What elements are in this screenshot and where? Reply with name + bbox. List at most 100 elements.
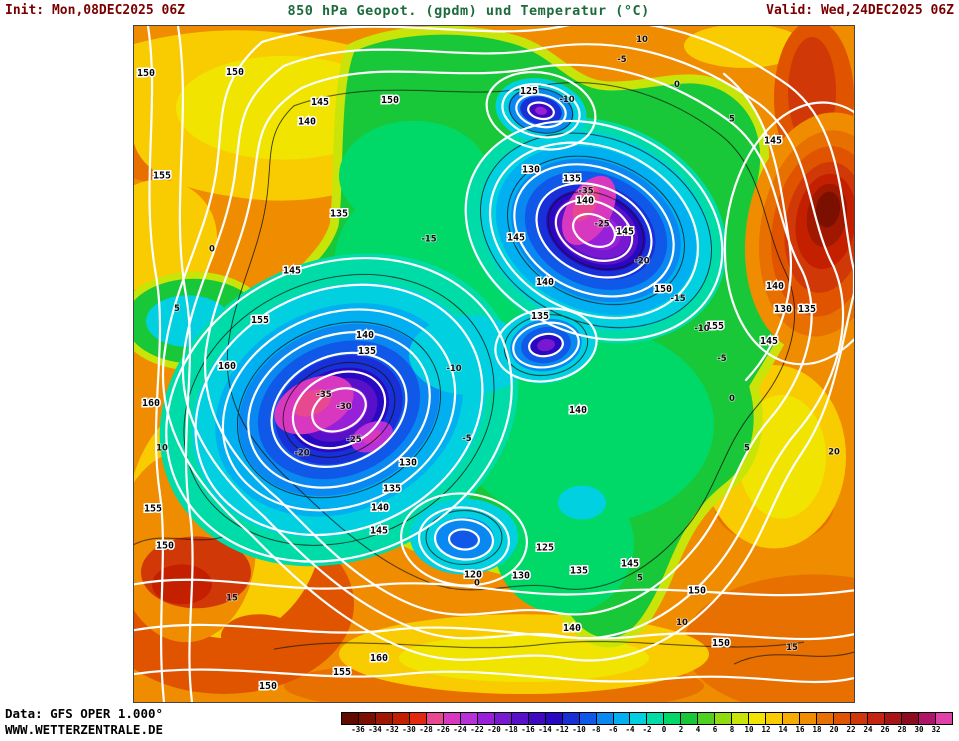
colorbar-segment (562, 713, 580, 724)
colorbar-tick-label: -34 (368, 725, 382, 734)
colorbar-segment (681, 713, 699, 724)
geopotential-contour-label: 150 (654, 284, 672, 295)
temperature-contours (134, 82, 854, 665)
colorbar-segment (647, 713, 665, 724)
temperature-colorbar: -36 -34 -32 -30 -28 -26 -24 -22 -20 -18 -16 -14 -12-… (341, 712, 953, 735)
geopotential-contour-label: 135 (570, 565, 588, 576)
colorbar-tick-label: 20 (829, 725, 839, 734)
colorbar-tick-label: 12 (761, 725, 771, 734)
geopotential-contour-label: 145 (311, 97, 329, 108)
geopotential-contour-label: 135 (563, 174, 581, 185)
colorbar-tick-label: 26 (880, 725, 890, 734)
colorbar-tick-label: -18 (504, 725, 518, 734)
temperature-contour-label: 5 (744, 443, 750, 453)
geopotential-contour-label: 155 (144, 504, 162, 515)
colorbar-segments (341, 712, 953, 725)
temperature-contour-label: -15 (670, 293, 685, 303)
colorbar-segment (443, 713, 461, 724)
colorbar-segment (800, 713, 818, 724)
colorbar-segment (579, 713, 597, 724)
geopotential-contour-label: 160 (218, 361, 236, 372)
colorbar-segment (698, 713, 716, 724)
geopotential-contour-label: 140 (569, 405, 587, 416)
temperature-contour-label: 5 (637, 572, 643, 582)
geopotential-contour-label: 150 (137, 68, 155, 79)
colorbar-tick-label: 24 (863, 725, 873, 734)
colorbar-segment (918, 713, 936, 724)
temperature-contour-label: -10 (446, 363, 461, 373)
colorbar-segment (834, 713, 852, 724)
temperature-contour-label: -30 (336, 401, 351, 411)
geopotential-contour-label: 155 (153, 171, 171, 182)
temperature-contour-label: 0 (674, 79, 680, 89)
colorbar-tick-label: 22 (846, 725, 856, 734)
geopotential-contour-label: 145 (764, 136, 782, 147)
colorbar-tick-label: 16 (795, 725, 805, 734)
geopotential-contour-label: 145 (621, 558, 639, 569)
colorbar-tick-label: 30 (914, 725, 924, 734)
geopotential-contour-label: 140 (356, 330, 374, 341)
geopotential-contour-label: 145 (370, 526, 388, 537)
colorbar-tick-label: -8 (591, 725, 601, 734)
colorbar-tick-label: 0 (661, 725, 667, 734)
geopotential-contour-label: 140 (536, 277, 554, 288)
colorbar-segment (783, 713, 801, 724)
colorbar-segment (851, 713, 869, 724)
geopotential-contour-label: 140 (563, 623, 581, 634)
colorbar-tick-label: 28 (897, 725, 907, 734)
colorbar-segment (494, 713, 512, 724)
colorbar-tick-label: -24 (453, 725, 467, 734)
colorbar-ticks: -36 -34 -32 -30 -28 -26 -24 -22 -20 -18 -16 -14 -12-… (341, 725, 953, 735)
geopotential-contour-label: 135 (531, 311, 549, 322)
colorbar-tick-label: -22 (470, 725, 484, 734)
geopotential-contour-label: 135 (330, 208, 348, 219)
colorbar-segment (545, 713, 563, 724)
colorbar-tick-label: 10 (744, 725, 754, 734)
colorbar-tick-label: 32 (931, 725, 941, 734)
colorbar-segment (935, 713, 952, 724)
map-canvas: 150 150 155 145 140 150 135 145 125 130 135 140 145 1… (134, 26, 854, 702)
geopotential-contour-label: 120 (464, 569, 482, 580)
geopotential-contour-label: 150 (156, 540, 174, 551)
geopotential-contour-label: 140 (766, 281, 784, 292)
colorbar-segment (664, 713, 682, 724)
temperature-contour-label: 0 (729, 393, 735, 403)
temperature-contour-label: -35 (316, 389, 331, 399)
geopotential-contour-label: 160 (142, 398, 160, 409)
colorbar-tick-label: -16 (521, 725, 535, 734)
geopotential-contour-label: 130 (512, 570, 530, 581)
colorbar-segment (596, 713, 614, 724)
geopotential-contour-label: 145 (283, 265, 301, 276)
temperature-labels: -30 -35 -25 -20 -15 -10 -5 0 5 10 15 -35 -25 -20 -15 -1… (155, 33, 841, 653)
colorbar-tick-label: 6 (712, 725, 718, 734)
colorbar-tick-label: 2 (678, 725, 684, 734)
colorbar-tick-label: -20 (487, 725, 501, 734)
colorbar-segment (528, 713, 546, 724)
geopotential-contour-label: 150 (226, 67, 244, 78)
temperature-contour-label: -5 (462, 433, 472, 443)
colorbar-tick-label: -10 (572, 725, 586, 734)
geopotential-contour-label: 145 (507, 232, 525, 243)
geopotential-contour-label: 150 (259, 681, 277, 692)
colorbar-segment (477, 713, 495, 724)
colorbar-segment (613, 713, 631, 724)
temperature-contour-label: 10 (676, 617, 688, 627)
geopotential-contour-label: 125 (520, 86, 538, 97)
colorbar-segment (868, 713, 885, 724)
temperature-contour-label: 5 (174, 303, 180, 313)
colorbar-segment (342, 713, 359, 724)
geopotential-contour-label: 135 (358, 346, 376, 357)
geopotential-contour-label: 130 (522, 165, 540, 176)
map-title: 850 hPa Geopot. (gpdm) und Temperatur (°… (287, 3, 650, 19)
geopotential-contour-label: 140 (298, 117, 316, 128)
temperature-contour-label: -15 (421, 233, 436, 243)
temperature-contour-label: 5 (729, 114, 735, 124)
geopotential-contour-label: 145 (760, 336, 778, 347)
geopotential-contour-label: 150 (712, 638, 730, 649)
temperature-contour-label: 10 (156, 443, 168, 453)
temperature-fill-layer (134, 26, 854, 702)
temperature-contour-label: 20 (828, 447, 840, 457)
geopotential-contour-label: 145 (616, 226, 634, 237)
geopotential-contour-label: 155 (706, 321, 724, 332)
colorbar-tick-label: -14 (538, 725, 552, 734)
